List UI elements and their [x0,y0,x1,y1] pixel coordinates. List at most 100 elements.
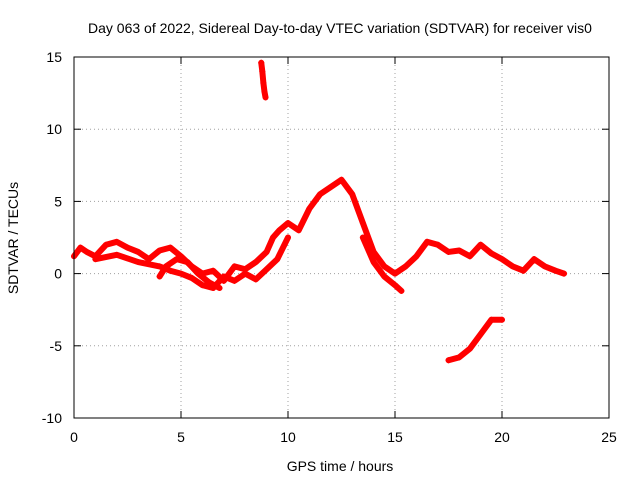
data-point [392,282,398,289]
data-point [252,276,259,283]
x-tick-label: 20 [494,429,510,445]
data-point [477,331,484,338]
data-point [434,241,441,248]
series-main-trace [71,176,568,284]
data-point [306,205,313,212]
data-point [231,277,238,284]
data-point [135,248,142,255]
data-point [327,183,334,190]
data-point [295,227,302,234]
data-point [276,227,283,234]
data-point [381,263,388,270]
data-point [263,266,270,273]
series-line [92,234,291,292]
axis-ticks: 0 5 10 15 20 25 -10 -5 0 5 10 15 [42,49,617,445]
data-point [178,270,184,277]
data-point [199,282,206,289]
data-point [285,220,291,227]
data-point [210,267,217,274]
data-point [258,59,265,66]
data-point [520,267,527,274]
chart-title: Day 063 of 2022, Sidereal Day-to-day VTE… [88,20,592,36]
data-point [173,256,180,263]
data-point [216,285,223,292]
data-point [156,263,163,270]
data-point [488,316,495,323]
data-point [456,247,463,254]
data-point [398,287,405,294]
data-point [135,259,142,266]
data-point [188,274,195,281]
series-line [445,316,505,364]
data-point [124,244,131,251]
series-lower-left-arc [156,256,223,292]
y-tick-label: -5 [50,338,63,354]
data-point [466,253,473,260]
data-point [531,256,538,263]
x-tick-label: 10 [280,429,296,445]
data-point [242,270,249,277]
data-point [477,241,484,248]
data-point [103,241,110,248]
data-point [252,259,259,266]
data-point [424,238,431,245]
data-point [499,316,505,323]
x-axis-label: GPS time / hours [287,458,394,474]
grid-lines [74,57,609,418]
data-point [349,191,356,198]
data-point [220,273,227,280]
data-point [92,256,99,263]
x-tick-label: 15 [387,429,403,445]
y-tick-label: -10 [42,410,62,426]
data-point [509,263,516,270]
data-point [392,270,398,277]
data-point [263,248,270,255]
data-point [156,273,163,280]
data-point [561,270,568,277]
data-point [456,354,463,361]
plot-frame [73,56,610,419]
data-point [413,253,420,260]
series-upper-spike [258,59,269,101]
data-point [167,244,174,251]
series-lower-negative [445,316,505,364]
data-point [359,220,366,227]
data-point [231,263,238,270]
data-point [541,263,548,270]
y-tick-label: 5 [54,193,62,209]
data-point [445,357,452,364]
y-tick-label: 15 [46,49,62,65]
y-tick-label: 0 [54,266,62,282]
data-point [259,68,266,75]
data-point [77,244,84,251]
data-point [445,248,452,255]
data-point [285,234,291,241]
data-point [499,256,505,263]
y-axis-label: SDTVAR / TECUs [5,182,21,294]
data-point [113,251,120,258]
data-point [184,259,191,266]
data-point [370,259,377,266]
data-point [262,94,269,101]
data-point [261,88,268,95]
x-tick-label: 25 [601,429,617,445]
data-point [205,279,212,286]
data-marks [71,59,568,364]
data-point [552,267,559,274]
data-point [83,248,90,255]
data-point [381,273,388,280]
data-point [156,247,163,254]
data-point [270,234,277,241]
series-tail-trace [359,234,405,294]
data-point [402,263,409,270]
data-point [274,256,281,263]
data-point [466,345,473,352]
y-tick-label: 10 [46,121,62,137]
data-point [260,79,267,86]
data-point [163,263,170,270]
data-point [167,267,174,274]
data-point [488,250,495,257]
x-tick-label: 0 [70,429,78,445]
data-point [338,176,345,183]
